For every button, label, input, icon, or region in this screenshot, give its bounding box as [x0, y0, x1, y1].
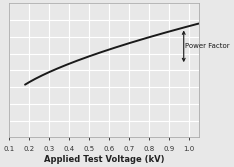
X-axis label: Applied Test Voltage (kV): Applied Test Voltage (kV) — [44, 154, 164, 163]
Text: Power Factor: Power Factor — [185, 43, 230, 49]
